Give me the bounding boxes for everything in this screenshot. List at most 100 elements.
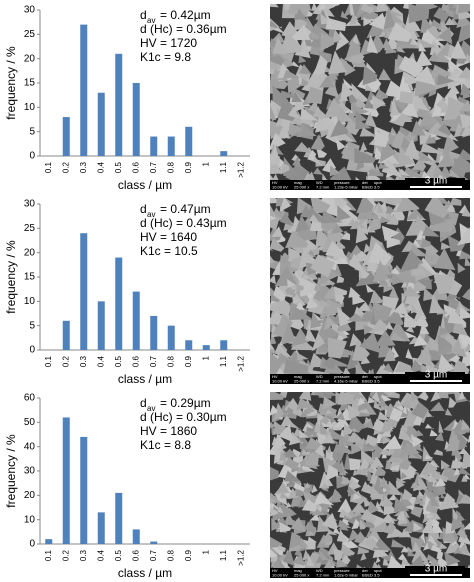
grain <box>413 314 429 328</box>
x-tick-label: 0.5 <box>114 355 123 367</box>
grain <box>270 124 275 130</box>
grain <box>360 354 371 365</box>
x-tick-label: 0.7 <box>149 549 158 561</box>
grain <box>306 86 324 104</box>
grain <box>348 485 357 497</box>
grain <box>281 321 296 345</box>
info-label: mag <box>294 180 302 185</box>
x-tick-label: 0.1 <box>44 355 53 367</box>
grain <box>313 167 323 175</box>
grain <box>368 12 389 32</box>
grain <box>270 405 278 416</box>
grain <box>385 487 391 496</box>
grain <box>459 99 470 111</box>
grain <box>272 402 286 422</box>
grain <box>410 392 420 403</box>
grain <box>440 4 449 11</box>
grain <box>308 214 321 224</box>
grain <box>386 480 403 496</box>
grain <box>389 407 403 422</box>
grain <box>394 112 412 122</box>
grain <box>335 138 349 151</box>
grain <box>406 208 425 221</box>
bar <box>115 492 123 544</box>
grain <box>428 87 436 98</box>
info-label: HV <box>272 180 278 185</box>
grain <box>309 32 320 40</box>
grain <box>283 156 300 177</box>
grain <box>426 337 442 352</box>
annotation-text: = 0.29µm <box>160 396 211 410</box>
grain <box>279 521 292 533</box>
grain <box>305 326 317 343</box>
info-value: BSED <box>362 185 373 190</box>
grain <box>279 450 287 462</box>
info-value: 3.5 <box>374 379 380 384</box>
grain <box>338 107 353 124</box>
info-value: 25 000 x <box>294 573 309 578</box>
grain <box>458 466 470 476</box>
grain <box>332 441 353 454</box>
grain <box>278 502 295 519</box>
grain <box>457 529 468 539</box>
grain <box>321 433 335 444</box>
grain <box>457 4 470 14</box>
grain <box>411 546 429 563</box>
grain <box>322 356 337 370</box>
info-label: spot <box>374 374 382 379</box>
grain <box>364 416 371 425</box>
x-tick-label: >1.2 <box>236 161 245 177</box>
grain <box>379 476 392 492</box>
grain <box>459 306 470 320</box>
grain <box>437 122 452 136</box>
grain <box>457 429 466 436</box>
grain <box>429 557 440 568</box>
grain <box>337 205 351 221</box>
grain <box>333 548 344 561</box>
grain <box>299 411 308 418</box>
x-tick-label: 1.1 <box>219 161 228 173</box>
grain <box>378 163 390 169</box>
grain <box>296 284 304 292</box>
grain <box>286 407 294 414</box>
grain <box>430 544 442 553</box>
y-axis-label: frequency / % <box>4 240 18 314</box>
x-tick-label: 1.1 <box>219 549 228 561</box>
grain <box>300 204 315 219</box>
grain <box>386 236 400 249</box>
grain <box>319 75 336 88</box>
grain <box>282 69 301 79</box>
grain <box>313 55 328 75</box>
y-tick-label: 10 <box>24 102 36 113</box>
grain <box>310 514 322 522</box>
grain <box>270 466 279 481</box>
grain <box>387 22 412 43</box>
x-tick-label: 0.8 <box>166 355 175 367</box>
grain <box>445 435 460 452</box>
annotation-line: HV = 1860 <box>140 424 197 438</box>
grain <box>342 475 354 485</box>
grain <box>431 520 443 533</box>
grain <box>396 508 405 522</box>
grain <box>364 535 379 549</box>
grain <box>334 198 348 208</box>
grain <box>291 306 313 320</box>
grain <box>400 545 409 553</box>
info-value: 7.2 mm <box>316 573 330 578</box>
grain <box>359 331 382 354</box>
grain <box>437 334 452 352</box>
info-value: 7.2 mm <box>316 379 330 384</box>
grain <box>313 495 324 507</box>
grain <box>442 528 456 543</box>
grain <box>349 220 365 230</box>
x-tick-label: 0.4 <box>96 161 105 173</box>
grain <box>285 480 297 487</box>
x-tick-label: 0.9 <box>184 161 193 173</box>
annotation-line: d (Hc) = 0.43µm <box>140 216 227 230</box>
grain <box>270 174 275 181</box>
grain <box>330 451 334 461</box>
x-tick-label: >1.2 <box>236 355 245 371</box>
y-tick-label: 10 <box>24 296 36 307</box>
grain <box>356 97 367 108</box>
info-label: spot <box>374 568 382 573</box>
